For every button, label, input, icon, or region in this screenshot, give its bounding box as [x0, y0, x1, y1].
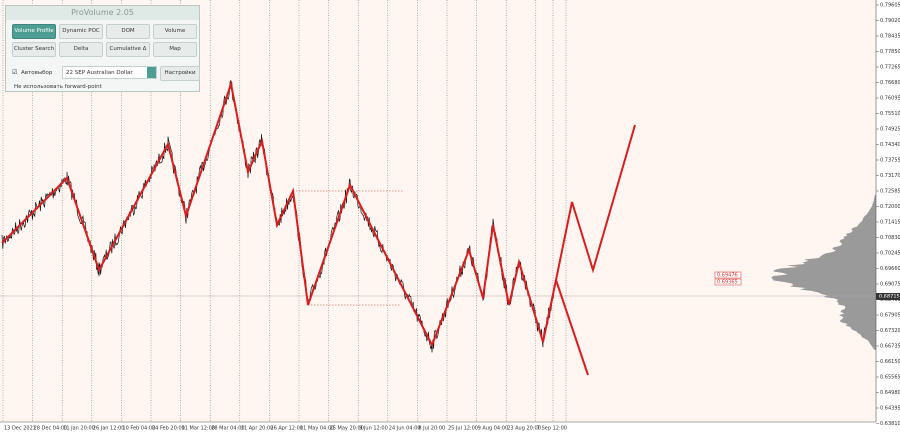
tool-button[interactable]: Volume Profile	[12, 24, 56, 39]
price-axis	[876, 0, 900, 435]
time-label: 24 Feb 20:00	[152, 426, 185, 432]
time-label: 28 Dec 04:00	[34, 426, 68, 432]
dropdown-arrow[interactable]	[147, 67, 156, 78]
provolume-panel: ProVolume 2.05 Volume Profile Dynamic POC…	[5, 5, 200, 92]
price-label: 0.66735	[880, 344, 900, 350]
tool-button[interactable]: Cumulative Δ	[106, 42, 150, 57]
price-label: 0.74340	[880, 142, 900, 148]
price-label: 0.77265	[880, 65, 900, 71]
price-label: 0.66150	[880, 359, 900, 365]
price-label: 0.70245	[880, 251, 900, 257]
price-label: 0.73755	[880, 158, 900, 164]
time-label: 11 Apr 20:00	[241, 426, 274, 432]
price-label: 0.71415	[880, 220, 900, 226]
price-label: 0.67905	[880, 313, 900, 319]
time-label: 24 Jun 04:00	[389, 426, 421, 432]
time-label: 25 Jul 12:00	[448, 426, 478, 432]
time-label: 7 Sep 12:00	[537, 426, 567, 432]
instrument-select[interactable]: 22 SEP Australian Dollar	[62, 66, 157, 79]
price-label: 0.77850	[880, 49, 900, 55]
time-label: 23 Aug 20:00	[507, 426, 541, 432]
zigzag-branch	[555, 279, 589, 376]
price-label: 0.79020	[880, 18, 900, 24]
tool-button[interactable]: Cluster Search	[12, 42, 56, 57]
time-label: 26 Apr 12:00	[270, 426, 303, 432]
label-box	[714, 271, 742, 279]
price-label: 0.70830	[880, 235, 900, 241]
price-label: 0.72000	[880, 204, 900, 210]
price-label: 0.65565	[880, 375, 900, 381]
tool-button[interactable]: Dynamic POC	[59, 24, 103, 39]
settings-button[interactable]: Настройки	[160, 66, 200, 81]
time-label: 9 Aug 04:00	[478, 426, 509, 432]
options-row: ☑ Автовыбор 22 SEP Australian Dollar Нас…	[12, 66, 200, 81]
price-label: 0.64980	[880, 390, 900, 396]
price-label: 0.68490	[880, 297, 900, 303]
price-label: 0.64395	[880, 406, 900, 412]
chart-label: 0.69476	[717, 273, 738, 279]
chart-label: 0.69365	[717, 280, 738, 286]
price-label: 0.63810	[880, 421, 900, 427]
time-label: 11 Mar 12:00	[182, 426, 215, 432]
price-label: 0.78435	[880, 34, 900, 40]
volume-profile	[771, 195, 876, 350]
checkbox[interactable]: ☑	[12, 69, 18, 76]
price-label: 0.75510	[880, 111, 900, 117]
tool-button[interactable]: Map	[153, 42, 197, 57]
time-label: 9 Jun 12:00	[359, 426, 388, 432]
price-label: 0.69660	[880, 266, 900, 272]
price-label: 0.72585	[880, 189, 900, 195]
price-label: 0.73170	[880, 173, 900, 179]
current-price-box	[876, 293, 900, 300]
price-label: 0.76095	[880, 96, 900, 102]
panel-title: ProVolume 2.05	[6, 6, 199, 20]
instrument: 22 SEP Australian Dollar	[66, 70, 133, 76]
time-label: 8 Jul 20:00	[418, 426, 445, 432]
tool-button[interactable]: Delta	[59, 42, 103, 57]
price-label: 0.79605	[880, 3, 900, 9]
price-label: 0.74925	[880, 127, 900, 133]
time-label: 25 May 20:00	[330, 426, 364, 432]
auto-select: Автовыбор	[21, 70, 53, 76]
price-label: 0.76680	[880, 80, 900, 86]
price-label: 0.69075	[880, 282, 900, 288]
time-label: 11 Jan 20:00	[63, 426, 95, 432]
price-label: 0.67320	[880, 328, 900, 334]
time-label: 11 May 04:00	[300, 426, 334, 432]
time-label: 10 Feb 04:00	[122, 426, 155, 432]
label-box	[714, 278, 742, 286]
time-label: 13 Dec 2021	[4, 426, 36, 432]
tool-button[interactable]: Volume	[153, 24, 197, 39]
zigzag	[1, 80, 636, 348]
tool-button[interactable]: DOM	[106, 24, 150, 39]
current-price: 0.68715	[879, 294, 900, 300]
forward-point: Не использовать forward-point	[14, 84, 102, 90]
time-label: 28 Mar 04:00	[211, 426, 244, 432]
button-grid: Volume Profile Dynamic POC DOM Volume Cluste…	[6, 20, 199, 57]
time-label: 26 Jan 12:00	[93, 426, 125, 432]
